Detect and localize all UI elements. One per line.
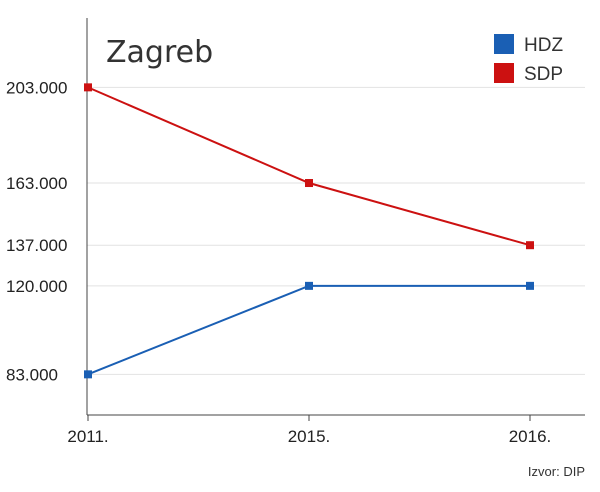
y-tick-label: 83.000 — [6, 365, 58, 384]
grid-lines — [87, 86, 585, 375]
x-tick-label: 2016. — [509, 427, 552, 446]
series-lines — [84, 83, 534, 379]
chart-title: Zagreb — [106, 35, 213, 70]
x-tick-labels: 2011. 2015. 2016. — [67, 415, 551, 446]
data-point-sdp — [84, 83, 92, 92]
data-point-hdz — [84, 370, 92, 379]
series-line-sdp — [87, 86, 531, 247]
y-tick-labels: 83.000 120.000 137.000 163.000 203.000 — [6, 78, 67, 384]
data-point-hdz — [305, 281, 313, 290]
x-tick-label: 2011. — [67, 427, 108, 446]
data-point-sdp — [305, 179, 313, 188]
x-tick-label: 2015. — [288, 427, 331, 446]
y-tick-label: 137.000 — [6, 236, 67, 255]
legend-swatch-sdp — [494, 63, 514, 83]
legend-label-sdp: SDP — [524, 64, 563, 85]
y-tick-label: 120.000 — [6, 277, 67, 296]
y-tick-label: 203.000 — [6, 78, 67, 97]
y-tick-label: 163.000 — [6, 174, 67, 193]
data-point-hdz — [526, 281, 534, 290]
legend: HDZ SDP — [494, 34, 563, 85]
data-point-sdp — [526, 241, 534, 250]
legend-label-hdz: HDZ — [524, 35, 563, 56]
source-note: Izvor: DIP — [528, 464, 585, 479]
legend-swatch-hdz — [494, 34, 514, 54]
series-line-hdz — [87, 284, 530, 376]
